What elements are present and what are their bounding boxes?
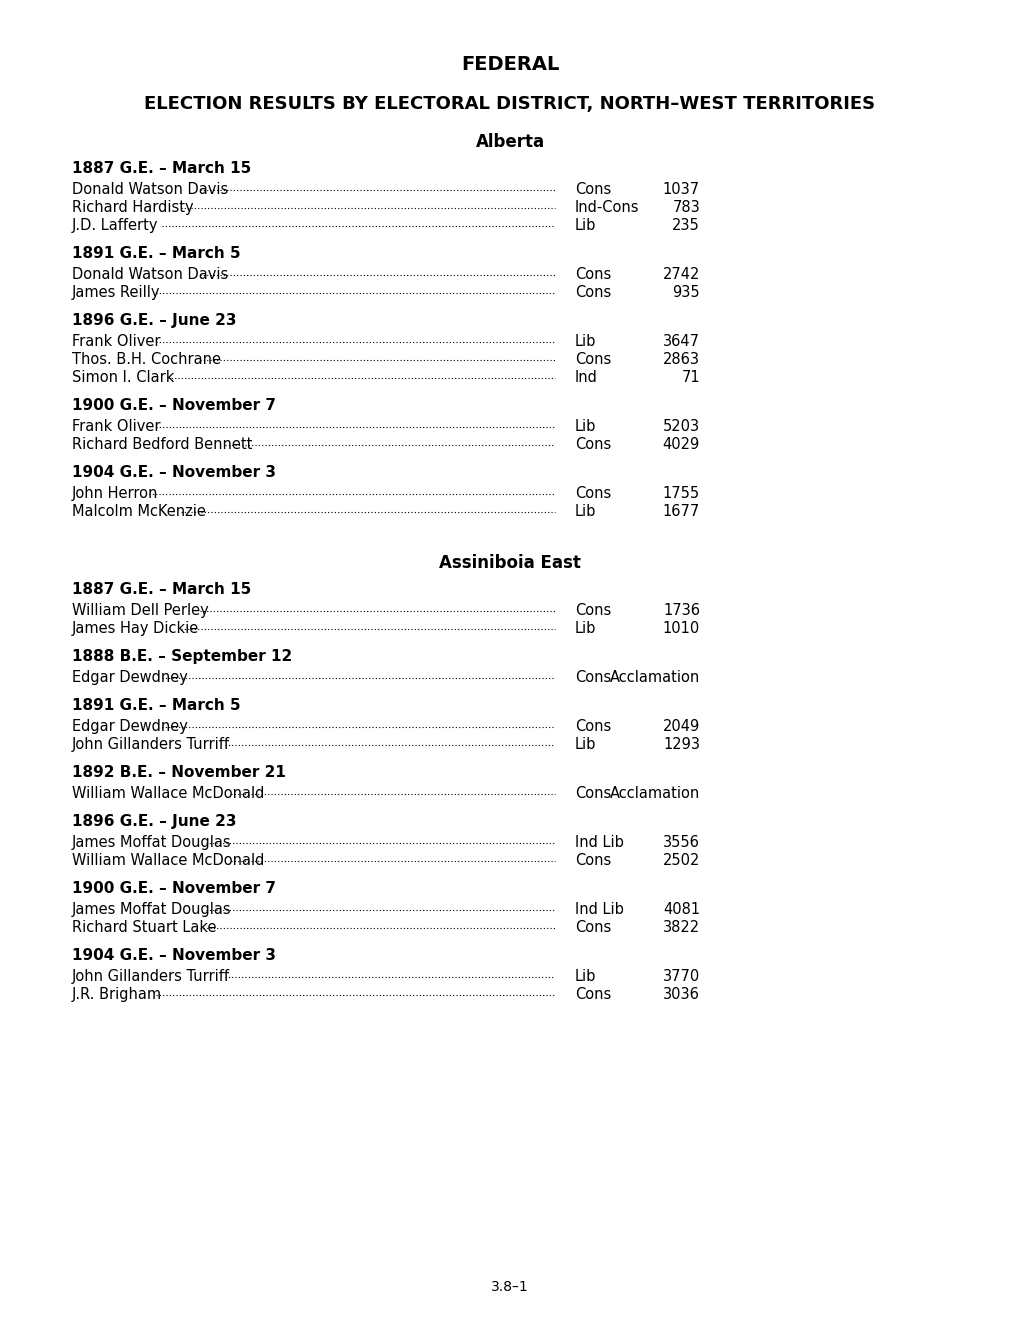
Text: Edgar Dewdney: Edgar Dewdney bbox=[72, 719, 193, 734]
Text: James Moffat Douglas: James Moffat Douglas bbox=[72, 836, 236, 850]
Text: 1887 G.E. – March 15: 1887 G.E. – March 15 bbox=[72, 161, 251, 176]
Text: Lib: Lib bbox=[575, 504, 596, 519]
Text: Lib: Lib bbox=[575, 218, 596, 234]
Text: Malcolm McKenzie: Malcolm McKenzie bbox=[72, 504, 210, 519]
Text: 71: 71 bbox=[681, 370, 699, 385]
Text: 4081: 4081 bbox=[662, 902, 699, 917]
Text: Cons: Cons bbox=[575, 920, 610, 935]
Text: 3036: 3036 bbox=[662, 987, 699, 1002]
Text: Lib: Lib bbox=[575, 969, 596, 983]
Text: FEDERAL: FEDERAL bbox=[461, 55, 558, 74]
Text: 1900 G.E. – November 7: 1900 G.E. – November 7 bbox=[72, 880, 276, 896]
Text: Donald Watson Davis: Donald Watson Davis bbox=[72, 267, 232, 282]
Text: 1904 G.E. – November 3: 1904 G.E. – November 3 bbox=[72, 465, 276, 480]
Text: Lib: Lib bbox=[575, 334, 596, 348]
Text: Cons: Cons bbox=[575, 603, 610, 618]
Text: 1887 G.E. – March 15: 1887 G.E. – March 15 bbox=[72, 582, 251, 597]
Text: Cons: Cons bbox=[575, 267, 610, 282]
Text: Richard Hardisty: Richard Hardisty bbox=[72, 201, 198, 215]
Text: Cons: Cons bbox=[575, 671, 610, 685]
Text: 2863: 2863 bbox=[662, 352, 699, 367]
Text: 3.8–1: 3.8–1 bbox=[490, 1280, 529, 1294]
Text: 1900 G.E. – November 7: 1900 G.E. – November 7 bbox=[72, 399, 276, 413]
Text: 4029: 4029 bbox=[662, 437, 699, 451]
Text: Lib: Lib bbox=[575, 418, 596, 434]
Text: Richard Stuart Lake: Richard Stuart Lake bbox=[72, 920, 221, 935]
Text: Cons: Cons bbox=[575, 987, 610, 1002]
Text: Lib: Lib bbox=[575, 737, 596, 752]
Text: Assiniboia East: Assiniboia East bbox=[438, 554, 581, 572]
Text: 1891 G.E. – March 5: 1891 G.E. – March 5 bbox=[72, 698, 240, 713]
Text: Ind Lib: Ind Lib bbox=[575, 902, 624, 917]
Text: William Dell Perley: William Dell Perley bbox=[72, 603, 213, 618]
Text: Cons: Cons bbox=[575, 486, 610, 502]
Text: 1896 G.E. – June 23: 1896 G.E. – June 23 bbox=[72, 313, 236, 327]
Text: John Gillanders Turriff: John Gillanders Turriff bbox=[72, 969, 234, 983]
Text: 3770: 3770 bbox=[662, 969, 699, 983]
Text: 3556: 3556 bbox=[662, 836, 699, 850]
Text: Acclamation: Acclamation bbox=[609, 671, 699, 685]
Text: J.D. Lafferty: J.D. Lafferty bbox=[72, 218, 163, 234]
Text: 2502: 2502 bbox=[662, 853, 699, 869]
Text: William Wallace McDonald: William Wallace McDonald bbox=[72, 853, 269, 869]
Text: James Reilly: James Reilly bbox=[72, 285, 165, 300]
Text: Ind: Ind bbox=[575, 370, 597, 385]
Text: 1904 G.E. – November 3: 1904 G.E. – November 3 bbox=[72, 948, 276, 964]
Text: Frank Oliver: Frank Oliver bbox=[72, 418, 165, 434]
Text: 1896 G.E. – June 23: 1896 G.E. – June 23 bbox=[72, 814, 236, 829]
Text: John Gillanders Turriff: John Gillanders Turriff bbox=[72, 737, 234, 752]
Text: James Hay Dickie: James Hay Dickie bbox=[72, 620, 204, 636]
Text: 1891 G.E. – March 5: 1891 G.E. – March 5 bbox=[72, 246, 240, 261]
Text: Ind-Cons: Ind-Cons bbox=[575, 201, 639, 215]
Text: Cons: Cons bbox=[575, 785, 610, 801]
Text: Cons: Cons bbox=[575, 853, 610, 869]
Text: Simon I. Clark: Simon I. Clark bbox=[72, 370, 178, 385]
Text: Cons: Cons bbox=[575, 352, 610, 367]
Text: Cons: Cons bbox=[575, 719, 610, 734]
Text: 2742: 2742 bbox=[662, 267, 699, 282]
Text: Lib: Lib bbox=[575, 620, 596, 636]
Text: Richard Bedford Bennett: Richard Bedford Bennett bbox=[72, 437, 257, 451]
Text: 1892 B.E. – November 21: 1892 B.E. – November 21 bbox=[72, 766, 285, 780]
Text: 1293: 1293 bbox=[662, 737, 699, 752]
Text: 1736: 1736 bbox=[662, 603, 699, 618]
Text: Frank Oliver: Frank Oliver bbox=[72, 334, 165, 348]
Text: Donald Watson Davis: Donald Watson Davis bbox=[72, 182, 232, 197]
Text: 235: 235 bbox=[672, 218, 699, 234]
Text: Cons: Cons bbox=[575, 182, 610, 197]
Text: Acclamation: Acclamation bbox=[609, 785, 699, 801]
Text: 1755: 1755 bbox=[662, 486, 699, 502]
Text: 1888 B.E. – September 12: 1888 B.E. – September 12 bbox=[72, 649, 292, 664]
Text: 2049: 2049 bbox=[662, 719, 699, 734]
Text: J.R. Brigham: J.R. Brigham bbox=[72, 987, 166, 1002]
Text: 935: 935 bbox=[672, 285, 699, 300]
Text: Ind Lib: Ind Lib bbox=[575, 836, 624, 850]
Text: 3647: 3647 bbox=[662, 334, 699, 348]
Text: ELECTION RESULTS BY ELECTORAL DISTRICT, NORTH–WEST TERRITORIES: ELECTION RESULTS BY ELECTORAL DISTRICT, … bbox=[145, 95, 874, 114]
Text: John Herron: John Herron bbox=[72, 486, 163, 502]
Text: Alberta: Alberta bbox=[475, 133, 544, 150]
Text: James Moffat Douglas: James Moffat Douglas bbox=[72, 902, 236, 917]
Text: 783: 783 bbox=[672, 201, 699, 215]
Text: Cons: Cons bbox=[575, 437, 610, 451]
Text: 3822: 3822 bbox=[662, 920, 699, 935]
Text: 1677: 1677 bbox=[662, 504, 699, 519]
Text: Thos. B.H. Cochrane: Thos. B.H. Cochrane bbox=[72, 352, 225, 367]
Text: 5203: 5203 bbox=[662, 418, 699, 434]
Text: Cons: Cons bbox=[575, 285, 610, 300]
Text: Edgar Dewdney: Edgar Dewdney bbox=[72, 671, 193, 685]
Text: 1037: 1037 bbox=[662, 182, 699, 197]
Text: 1010: 1010 bbox=[662, 620, 699, 636]
Text: William Wallace McDonald: William Wallace McDonald bbox=[72, 785, 269, 801]
